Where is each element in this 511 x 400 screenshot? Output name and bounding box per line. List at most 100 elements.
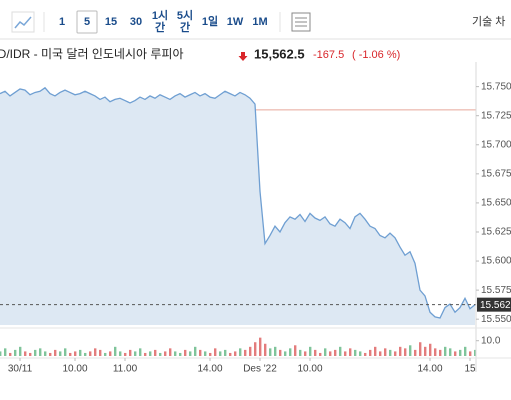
volume-bar — [324, 348, 327, 356]
volume-bar — [349, 348, 352, 356]
interval-button[interactable]: 15 — [105, 16, 117, 28]
interval-button[interactable]: 5시 — [177, 9, 193, 22]
price-change: -167.5 — [313, 49, 344, 61]
volume-bar — [429, 343, 432, 356]
volume-bar — [14, 349, 17, 356]
volume-bar — [174, 351, 177, 356]
y-tick-label: 15.675 — [481, 168, 511, 179]
volume-tick-label: 10.0 — [481, 335, 501, 346]
volume-bar — [469, 351, 472, 356]
volume-bar — [79, 349, 82, 356]
down-arrow — [238, 52, 248, 61]
volume-bar — [444, 346, 447, 356]
volume-bar — [134, 351, 137, 356]
volume-bar — [374, 346, 377, 356]
volume-bar — [414, 349, 417, 356]
volume-bar — [129, 349, 132, 356]
x-tick-label: 30/11 — [8, 364, 33, 375]
volume-bar — [219, 351, 222, 356]
volume-bar — [359, 351, 362, 356]
price-line — [0, 86, 476, 319]
volume-bar — [329, 351, 332, 356]
volume-bar — [154, 349, 157, 356]
volume-bar — [39, 348, 42, 356]
volume-bar — [209, 352, 212, 356]
volume-bar — [94, 348, 97, 356]
volume-bar — [284, 351, 287, 356]
volume-bar — [269, 348, 272, 356]
volume-bar — [104, 352, 107, 356]
volume-bar — [264, 343, 267, 356]
volume-bar — [464, 346, 467, 356]
volume-bar — [384, 348, 387, 356]
volume-bar — [109, 351, 112, 356]
last-price-label: 15.562 — [480, 300, 511, 311]
y-tick-label: 15.575 — [481, 285, 511, 296]
instrument-name: USD/IDR - 미국 달러 인도네시아 루피아 — [0, 47, 183, 61]
volume-bar — [194, 346, 197, 356]
volume-bar — [419, 342, 422, 356]
volume-bar — [399, 346, 402, 356]
x-tick-label: 11.00 — [113, 364, 138, 375]
volume-bar — [54, 349, 57, 356]
y-tick-label: 15.650 — [481, 198, 511, 209]
volume-bar — [59, 351, 62, 356]
interval-button[interactable]: 1M — [252, 16, 267, 28]
interval-button[interactable]: 1시 — [152, 9, 168, 22]
chart-type-button[interactable] — [11, 11, 35, 33]
interval-button[interactable]: 1일 — [202, 14, 218, 28]
interval-button[interactable]: 1W — [227, 16, 244, 28]
volume-bar — [214, 348, 217, 356]
volume-bar — [344, 351, 347, 356]
volume-bar — [74, 351, 77, 356]
volume-bar — [29, 352, 32, 356]
volume-bar — [4, 348, 7, 356]
volume-bar — [184, 349, 187, 356]
x-tick-label: 15 — [464, 364, 476, 375]
volume-bar — [254, 342, 257, 356]
volume-bar — [114, 346, 117, 356]
volume-bar — [404, 348, 407, 356]
x-tick-label: 14.00 — [197, 364, 222, 375]
interval-button[interactable]: 1 — [59, 16, 65, 28]
volume-bar — [189, 351, 192, 356]
y-tick-label: 15.700 — [481, 139, 511, 150]
volume-bar — [279, 349, 282, 356]
volume-bar — [199, 349, 202, 356]
interval-button[interactable]: 30 — [130, 16, 142, 28]
volume-bar — [159, 352, 162, 356]
volume-bar — [34, 349, 37, 356]
volume-bar — [84, 352, 87, 356]
volume-bar — [309, 346, 312, 356]
y-tick-label: 15.750 — [481, 81, 511, 92]
volume-bar — [9, 352, 12, 356]
volume-bar — [234, 351, 237, 356]
volume-bar — [24, 351, 27, 356]
volume-bar — [89, 351, 92, 356]
volume-bar — [289, 348, 292, 356]
technical-chart-link[interactable]: 기술 차 — [472, 15, 505, 28]
last-price: 15,562.5 — [254, 46, 305, 61]
volume-bar — [49, 352, 52, 356]
x-tick-label: 10.00 — [297, 364, 322, 375]
volume-bar — [354, 349, 357, 356]
volume-bar — [64, 348, 67, 356]
y-tick-label: 15.550 — [481, 314, 511, 325]
x-tick-label: 14.00 — [417, 364, 442, 375]
volume-bar — [389, 349, 392, 356]
y-tick-label: 15.725 — [481, 110, 511, 121]
area — [0, 87, 475, 325]
price-change-percent: ( -1.06 %) — [352, 49, 400, 61]
selected-button — [76, 10, 98, 34]
interval-button[interactable]: 간 — [180, 20, 190, 34]
volume-bar — [299, 349, 302, 356]
volume-bar — [304, 351, 307, 356]
interval-button[interactable]: 5 — [84, 16, 90, 28]
volume-bar — [204, 351, 207, 356]
volume-bar — [314, 349, 317, 356]
volume-bar — [474, 349, 477, 356]
interval-button[interactable]: 간 — [155, 20, 165, 34]
volume-bar — [294, 345, 297, 356]
volume-bar — [179, 352, 182, 356]
volume-bar — [169, 348, 172, 356]
